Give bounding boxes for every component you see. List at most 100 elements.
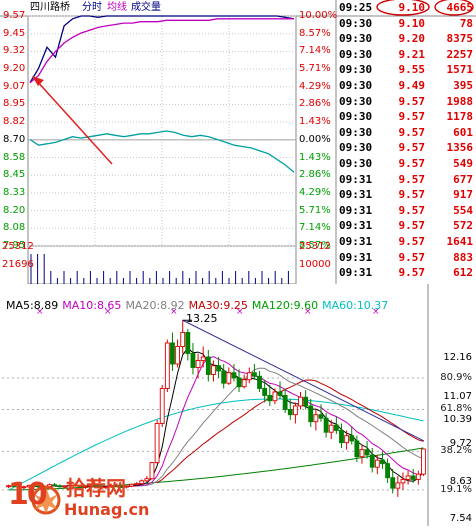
watermark-logo: [31, 485, 61, 515]
candle-body: [359, 449, 365, 458]
candle-body: [185, 332, 191, 354]
pct-axis-tick: 10.00%: [299, 10, 338, 21]
candle-body: [292, 405, 298, 416]
price-axis-tick: 9.32: [3, 45, 26, 57]
ma-marker-glyph: ×: [36, 307, 44, 317]
candle-body: [144, 478, 150, 482]
tick-price: 9.57: [398, 94, 426, 108]
watermark-number: 10: [8, 477, 48, 512]
price-axis-tick: 7.95: [3, 240, 26, 251]
tick-time: 09:30: [339, 16, 373, 30]
candle-body: [241, 379, 247, 388]
candle-body: [149, 462, 155, 480]
ma30-line: [156, 379, 424, 484]
price-axis-tick: 9.20: [3, 63, 26, 75]
candle-body: [246, 372, 252, 381]
candle-body: [380, 459, 385, 465]
candle-body: [123, 485, 129, 488]
tab-junxian[interactable]: 均线: [107, 2, 127, 13]
tick-row: 09:30 9.49 395: [337, 79, 476, 97]
kline-price-label: 7.54: [449, 513, 472, 524]
tab-chengjiao[interactable]: 成交量: [131, 2, 161, 13]
candle-body: [216, 365, 221, 372]
price-axis-tick: 9.07: [3, 80, 26, 92]
tick-row: 09:25 9.10 4665: [337, 1, 476, 19]
tick-volume: 883: [453, 250, 473, 264]
tick-price: 9.57: [398, 203, 426, 217]
ma-legend-item: MA120:9.60: [251, 299, 319, 312]
tick-volume: 1571: [446, 63, 474, 77]
tick-price: 9.57: [398, 172, 426, 186]
tick-price: 9.57: [398, 125, 426, 139]
tick-volume: 1178: [446, 110, 474, 124]
tick-time: 09:25: [339, 1, 373, 14]
volume-axis-tick: 21696: [2, 259, 34, 270]
candle-body: [11, 485, 17, 488]
candle-body: [211, 365, 216, 375]
price-axis-tick: 8.20: [3, 204, 26, 216]
candle-body: [400, 478, 406, 484]
candle-body: [252, 372, 257, 377]
tick-volume: 612: [453, 266, 473, 280]
candle-body: [339, 429, 344, 444]
tick-time: 09:31: [339, 188, 373, 202]
candle-body: [6, 485, 11, 488]
tab-fenshi[interactable]: 分时: [82, 2, 102, 13]
tick-price: 9.57: [398, 141, 426, 155]
price-axis-tick: 8.45: [3, 169, 26, 181]
pct-axis-tick: 4.29%: [299, 80, 331, 92]
tick-time: 09:30: [339, 141, 373, 155]
candle-body: [287, 409, 293, 416]
fib-pct-label: 19.1%: [440, 483, 472, 495]
tick-row: 09:30 9.21 2257: [337, 48, 476, 66]
pct-axis-tick: 0.00%: [299, 133, 331, 145]
annotation-arrow-shaft: [35, 79, 113, 165]
candle-body: [323, 417, 329, 433]
candle-body: [405, 475, 411, 480]
pct-axis-tick: 8.57%: [299, 240, 331, 251]
tick-volume: 2257: [446, 47, 474, 61]
candle-body: [257, 375, 262, 389]
candle-body: [72, 484, 78, 487]
tick-price: 9.57: [398, 157, 426, 170]
series-line-0: [29, 15, 295, 84]
candle-body: [129, 483, 134, 487]
tick-time: 09:31: [339, 250, 373, 264]
candle-body: [421, 448, 426, 475]
tick-volume: 601: [453, 125, 473, 139]
tick-volume: 395: [453, 79, 473, 92]
tick-volume: 8375: [446, 32, 474, 46]
series-line-1: [29, 18, 294, 84]
intraday-chart: [0, 0, 476, 284]
candle-body: [154, 422, 160, 464]
tick-row: 09:31 9.57 612: [337, 266, 476, 284]
tick-price: 9.57: [398, 250, 426, 264]
ma-legend-item: MA10:8.65: [62, 299, 122, 312]
candle-body: [134, 483, 140, 486]
highlight-ellipse-volume: [434, 0, 474, 16]
tick-row: 09:30 9.57 1356: [337, 141, 476, 159]
pct-axis-tick: 1.43%: [299, 151, 331, 163]
candle-body: [415, 473, 421, 480]
candle-body: [57, 485, 63, 488]
tick-volume: 917: [453, 188, 473, 202]
ma-marker-glyph: ×: [170, 307, 178, 317]
peak-price-label: 13.25: [186, 312, 218, 325]
candle-body: [159, 388, 165, 424]
candle-body: [410, 475, 416, 480]
price-axis-tick: 8.70: [3, 133, 26, 145]
candle-body: [231, 372, 237, 379]
price-axis-tick: 8.95: [3, 98, 26, 110]
candle-body: [303, 396, 309, 407]
price-axis-tick: 9.45: [3, 27, 26, 39]
tick-price: 9.21: [398, 47, 426, 61]
tick-time: 09:30: [339, 110, 373, 124]
tick-time: 09:31: [339, 172, 373, 186]
candle-body: [313, 414, 319, 423]
tick-volume: 677: [453, 172, 473, 186]
pct-axis-tick: 2.86%: [299, 98, 331, 110]
series-line-2: [29, 130, 295, 173]
tick-time: 09:31: [339, 219, 373, 233]
candle-body: [308, 405, 314, 423]
tick-row: 09:31 9.57 883: [337, 251, 476, 269]
